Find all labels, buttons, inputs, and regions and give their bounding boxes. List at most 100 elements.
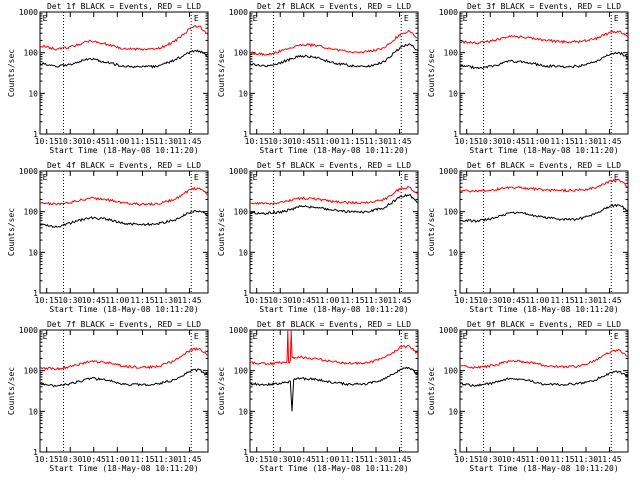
flag-label: E xyxy=(614,173,619,182)
y-tick-label: 1 xyxy=(453,130,458,139)
x-tick-label: 11:30 xyxy=(364,296,388,305)
detector-panel-7: Det 7f BLACK = Events, RED = LLD E E 1 10 100… xyxy=(7,320,209,473)
y-tick-label: 1000 xyxy=(439,8,458,17)
x-tick-label: 11:45 xyxy=(177,455,201,464)
panel-title: Det 6f BLACK = Events, RED = LLD xyxy=(467,161,621,170)
y-tick-label: 1 xyxy=(453,448,458,457)
x-tick-label: 10:30 xyxy=(58,455,82,464)
flag-label: E xyxy=(463,14,468,23)
series-line-events xyxy=(39,368,209,388)
y-tick-label: 100 xyxy=(234,208,249,217)
x-tick-label: 11:45 xyxy=(387,137,411,146)
y-tick-label: 1000 xyxy=(19,326,38,335)
x-tick-label: 11:15 xyxy=(340,137,364,146)
x-tick-label: 10:45 xyxy=(82,137,106,146)
x-tick-label: 11:45 xyxy=(597,296,621,305)
y-tick-label: 1000 xyxy=(19,167,38,176)
detector-panel-5: Det 5f BLACK = Events, RED = LLD E E 1 10 100… xyxy=(217,161,419,314)
x-tick-label: 10:45 xyxy=(502,296,526,305)
series-line-events xyxy=(39,49,208,69)
y-axis-label: Counts/sec xyxy=(7,208,16,256)
plot-frame xyxy=(249,329,419,453)
y-tick-label: 10 xyxy=(28,248,38,257)
x-tick-label: 11:30 xyxy=(574,455,598,464)
plot-frame xyxy=(249,170,419,294)
flag-label: E xyxy=(253,332,258,341)
x-axis-label: Start Time (18-May-08 10:11:20) xyxy=(469,464,618,473)
detector-panel-6: Det 6f BLACK = Events, RED = LLD E E 1 10 100… xyxy=(427,161,629,314)
panel-title: Det 5f BLACK = Events, RED = LLD xyxy=(257,161,411,170)
x-tick-label: 11:30 xyxy=(574,137,598,146)
x-tick-label: 11:15 xyxy=(130,137,154,146)
series-line-lld xyxy=(39,24,209,52)
y-axis-label: Counts/sec xyxy=(217,49,226,97)
flag-label: E xyxy=(253,173,258,182)
x-tick-label: 11:45 xyxy=(597,137,621,146)
series-line-events xyxy=(249,43,419,68)
x-tick-label: 11:00 xyxy=(315,296,339,305)
x-tick-label: 10:15 xyxy=(455,296,479,305)
y-tick-label: 1 xyxy=(243,130,248,139)
panel-title: Det 7f BLACK = Events, RED = LLD xyxy=(47,320,201,329)
y-tick-label: 1 xyxy=(243,448,248,457)
y-tick-label: 100 xyxy=(234,49,249,58)
series-line-lld xyxy=(459,30,629,45)
y-tick-label: 10 xyxy=(28,407,38,416)
x-axis-label: Start Time (18-May-08 10:11:20) xyxy=(259,464,408,473)
y-axis-label: Counts/sec xyxy=(7,367,16,415)
panel-title: Det 4f BLACK = Events, RED = LLD xyxy=(47,161,201,170)
x-axis-label: Start Time (18-May-08 10:11:20) xyxy=(469,305,618,314)
series-line-lld xyxy=(459,178,629,193)
x-tick-label: 11:30 xyxy=(154,137,178,146)
x-tick-label: 10:15 xyxy=(455,455,479,464)
y-tick-label: 100 xyxy=(444,49,459,58)
plot-frame xyxy=(459,11,629,135)
x-tick-label: 10:15 xyxy=(245,455,269,464)
series-line-lld xyxy=(249,29,419,56)
x-tick-label: 10:30 xyxy=(478,455,502,464)
x-tick-label: 10:15 xyxy=(35,296,59,305)
x-tick-label: 11:00 xyxy=(105,455,129,464)
y-tick-label: 1 xyxy=(243,289,248,298)
detector-panel-9: Det 9f BLACK = Events, RED = LLD E E 1 10 100… xyxy=(427,320,629,473)
flag-label: E xyxy=(463,332,468,341)
x-tick-label: 10:30 xyxy=(478,296,502,305)
y-tick-label: 1000 xyxy=(229,326,248,335)
y-tick-label: 100 xyxy=(24,49,39,58)
y-tick-label: 10 xyxy=(448,89,458,98)
x-tick-label: 11:00 xyxy=(525,455,549,464)
x-tick-label: 11:30 xyxy=(574,296,598,305)
x-axis-label: Start Time (18-May-08 10:11:20) xyxy=(49,146,198,155)
flag-label: E xyxy=(194,173,199,182)
y-tick-label: 1 xyxy=(33,289,38,298)
flag-label: E xyxy=(43,14,48,23)
x-tick-label: 11:00 xyxy=(105,137,129,146)
series-line-lld xyxy=(40,347,209,371)
detector-panel-2: Det 2f BLACK = Events, RED = LLD E E 1 10 100… xyxy=(217,2,419,155)
y-axis-label: Counts/sec xyxy=(7,49,16,97)
panel-title: Det 8f BLACK = Events, RED = LLD xyxy=(257,320,411,329)
detector-panel-1: Det 1f BLACK = Events, RED = LLD E E 1 10 100… xyxy=(7,2,209,155)
plot-frame xyxy=(39,170,209,294)
flag-label: E xyxy=(404,332,409,341)
x-tick-label: 11:00 xyxy=(525,296,549,305)
series-line-events xyxy=(459,203,629,223)
x-tick-label: 10:15 xyxy=(35,455,59,464)
flag-label: E xyxy=(404,173,409,182)
x-tick-label: 11:15 xyxy=(340,296,364,305)
y-tick-label: 10 xyxy=(448,248,458,257)
x-tick-label: 10:45 xyxy=(502,455,526,464)
y-tick-label: 100 xyxy=(234,367,249,376)
y-tick-label: 100 xyxy=(444,208,459,217)
x-tick-label: 11:15 xyxy=(550,296,574,305)
flag-label: E xyxy=(404,14,409,23)
y-tick-label: 1 xyxy=(33,130,38,139)
x-tick-label: 11:45 xyxy=(387,296,411,305)
x-tick-label: 11:45 xyxy=(387,455,411,464)
x-tick-label: 10:45 xyxy=(82,296,106,305)
x-tick-label: 11:15 xyxy=(550,137,574,146)
y-tick-label: 1 xyxy=(453,289,458,298)
series-line-events xyxy=(459,51,629,70)
x-tick-label: 10:15 xyxy=(455,137,479,146)
y-tick-label: 1000 xyxy=(229,167,248,176)
